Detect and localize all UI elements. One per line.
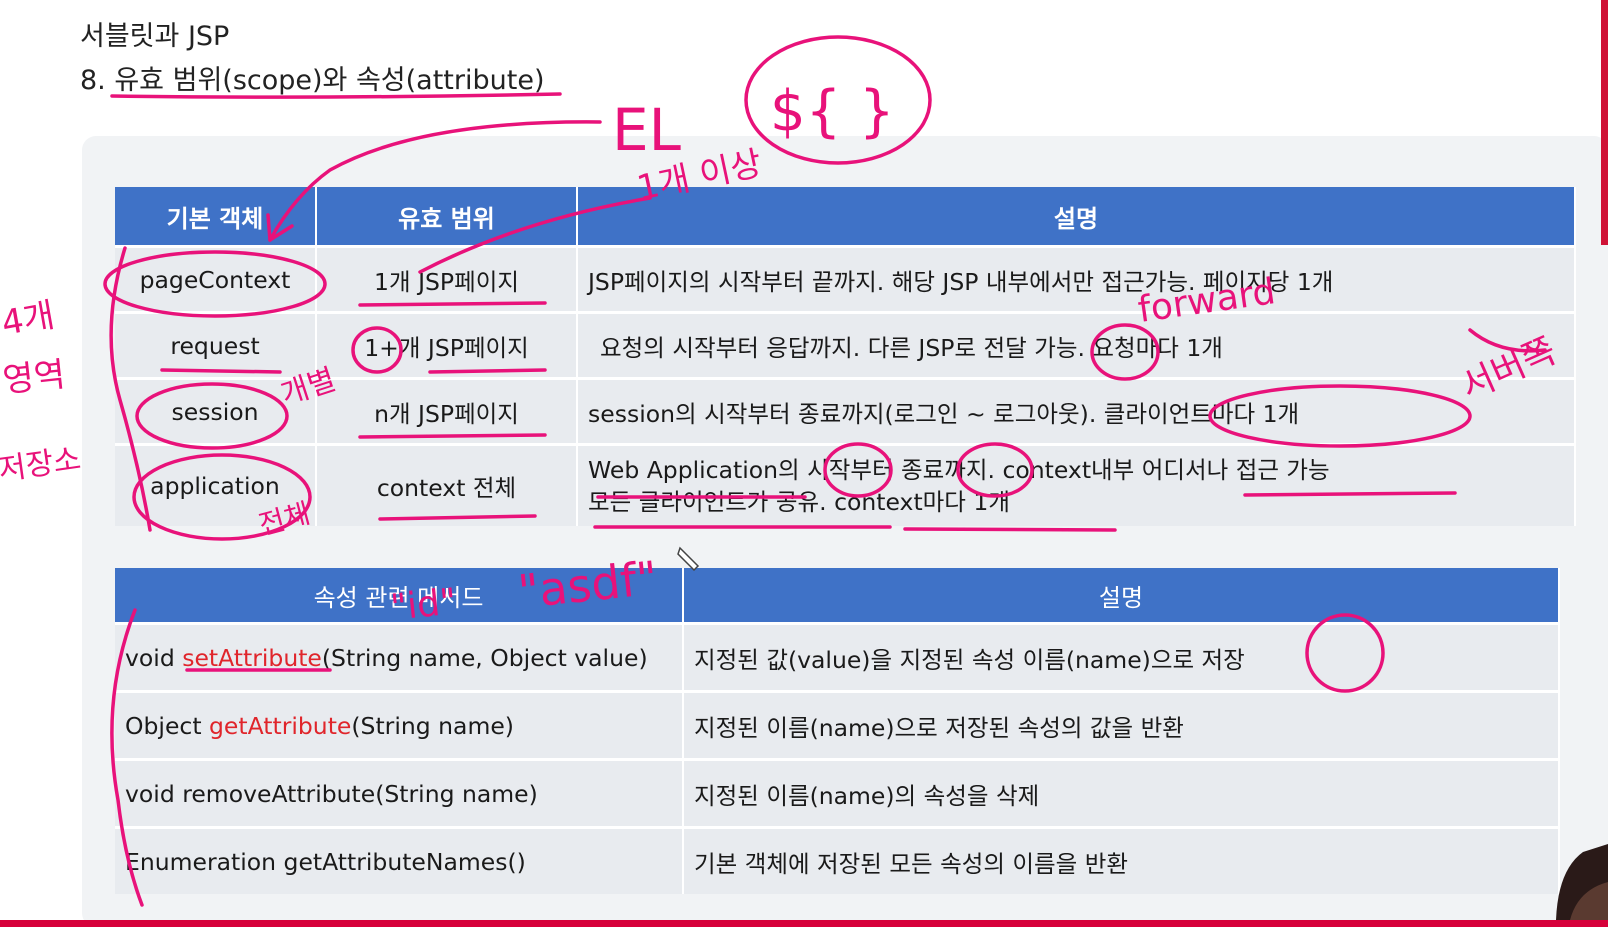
presenter-webcam: [1556, 844, 1608, 920]
method-signature: void removeAttribute(String name): [115, 758, 684, 828]
description-cell: JSP페이지의 시작부터 끝까지. 해당 JSP 내부에서만 접근가능. 페이지…: [577, 245, 1576, 313]
right-edge-bar: [1601, 0, 1608, 245]
object-cell: application: [115, 443, 317, 526]
table-row: Enumeration getAttributeNames() 기본 객체에 저…: [115, 826, 1560, 894]
method-description: 지정된 이름(name)의 속성을 삭제: [683, 758, 1560, 828]
object-cell: session: [115, 377, 317, 445]
course-title: 서블릿과 JSP: [80, 21, 230, 52]
scope-table-header: 기본 객체 유효 범위 설명: [115, 187, 1576, 247]
col-header-object: 기본 객체: [115, 187, 317, 247]
method-description: 지정된 값(value)을 지정된 속성 이름(name)으로 저장: [683, 622, 1560, 692]
scope-table: 기본 객체 유효 범위 설명 pageContext 1개 JSP페이지 JSP…: [115, 187, 1576, 526]
description-cell: Web Application의 시작부터 종료까지. context내부 어디…: [577, 443, 1576, 526]
scope-cell: 1+개 JSP페이지: [316, 311, 578, 379]
attribute-method-table: 속성 관련 메서드 설명 void setAttribute(String na…: [115, 568, 1560, 894]
object-cell: request: [115, 311, 317, 379]
col-header-method-description: 설명: [683, 568, 1560, 624]
annotation-left-2: 영역: [1, 355, 67, 401]
method-description: 기본 객체에 저장된 모든 속성의 이름을 반환: [683, 826, 1560, 894]
scope-cell: 1개 JSP페이지: [316, 245, 578, 313]
scope-cell: context 전체: [316, 443, 578, 526]
col-header-description: 설명: [577, 187, 1576, 247]
annotation-el-syntax: ${ }: [770, 79, 895, 144]
table-row: application context 전체 Web Application의 …: [115, 443, 1576, 526]
method-table-header: 속성 관련 메서드 설명: [115, 568, 1560, 624]
description-line-1: Web Application의 시작부터 종료까지. context내부 어디…: [588, 456, 1330, 484]
table-row: session n개 JSP페이지 session의 시작부터 종료까지(로그인…: [115, 377, 1576, 445]
table-row: void removeAttribute(String name) 지정된 이름…: [115, 758, 1560, 828]
method-description: 지정된 이름(name)으로 저장된 속성의 값을 반환: [683, 690, 1560, 760]
method-name: setAttribute: [182, 643, 322, 672]
lecture-title: 8. 유효 범위(scope)와 속성(attribute): [80, 65, 545, 96]
col-header-method: 속성 관련 메서드: [115, 568, 684, 624]
bottom-bar: [0, 920, 1608, 927]
description-cell: 요청의 시작부터 응답까지. 다른 JSP로 전달 가능. 요청마다 1개: [577, 311, 1576, 379]
method-signature: Enumeration getAttributeNames(): [115, 826, 684, 894]
method-signature: Object getAttribute(String name): [115, 690, 684, 760]
col-header-scope: 유효 범위: [316, 187, 578, 247]
description-line-2: 모든 클라이언트가 공유. context마다 1개: [588, 488, 1010, 516]
table-row: request 1+개 JSP페이지 요청의 시작부터 응답까지. 다른 JSP…: [115, 311, 1576, 379]
annotation-left-1: 4개: [0, 295, 58, 344]
table-row: Object getAttribute(String name) 지정된 이름(…: [115, 690, 1560, 760]
method-signature: void setAttribute(String name, Object va…: [115, 622, 684, 692]
table-row: void setAttribute(String name, Object va…: [115, 622, 1560, 692]
annotation-left-3: 저장소: [0, 442, 83, 488]
object-cell: pageContext: [115, 245, 317, 313]
description-cell: session의 시작부터 종료까지(로그인 ~ 로그아웃). 클라이언트마다 …: [577, 377, 1576, 445]
method-name: getAttribute: [209, 711, 352, 740]
scope-cell: n개 JSP페이지: [316, 377, 578, 445]
table-row: pageContext 1개 JSP페이지 JSP페이지의 시작부터 끝까지. …: [115, 245, 1576, 313]
